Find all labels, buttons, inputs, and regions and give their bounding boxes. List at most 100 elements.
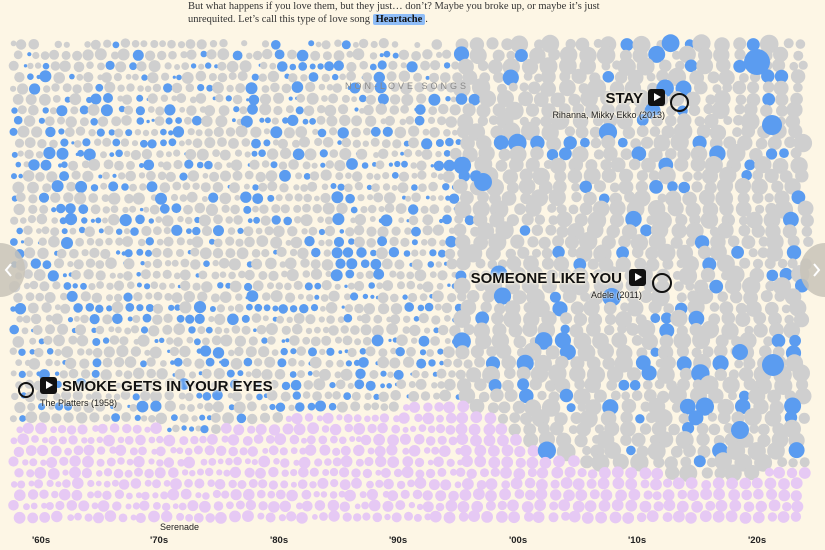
song-bubble: [132, 49, 144, 61]
song-bubble: [592, 269, 605, 282]
song-bubble: [176, 249, 184, 257]
song-bubble: [485, 500, 496, 511]
song-bubble: [408, 137, 419, 149]
prev-button[interactable]: [0, 243, 25, 297]
song-bubble: [702, 346, 714, 358]
song-bubble: [190, 63, 197, 69]
song-bubble: [310, 268, 323, 280]
song-bubble: [447, 293, 457, 303]
song-bubble: [144, 283, 151, 290]
song-bubble: [452, 79, 471, 98]
song-bubble: [221, 204, 230, 213]
song-bubble: [146, 170, 156, 181]
song-bubble: [424, 327, 431, 334]
song-bubble: [647, 442, 666, 461]
song-bubble: [71, 489, 83, 501]
song-bubble: [360, 313, 371, 324]
song-bubble: [636, 114, 649, 126]
song-bubble: [38, 192, 50, 203]
song-bubble: [208, 458, 217, 466]
song-bubble: [636, 57, 655, 76]
song-bubble: [411, 370, 420, 379]
song-bubble: [283, 216, 293, 226]
song-bubble: [466, 468, 477, 479]
song-bubble: [742, 276, 761, 296]
song-bubble: [234, 194, 241, 201]
song-bubble: [138, 446, 147, 456]
song-bubble: [493, 135, 509, 151]
song-marker[interactable]: [18, 382, 34, 398]
song-bubble: [380, 468, 391, 478]
play-button[interactable]: [629, 269, 646, 286]
play-button[interactable]: [40, 377, 57, 394]
song-bubble: [72, 477, 84, 490]
song-bubble: [217, 137, 227, 148]
song-bubble: [85, 303, 95, 312]
song-bubble: [397, 182, 409, 194]
song-bubble: [260, 61, 268, 70]
song-bubble: [767, 136, 782, 151]
song-bubble: [307, 181, 318, 192]
song-bubble: [213, 225, 224, 237]
song-bubble: [584, 376, 601, 394]
song-marker[interactable]: [652, 273, 672, 293]
song-bubble: [244, 269, 255, 281]
song-bubble: [222, 412, 235, 425]
song-bubble: [401, 466, 414, 479]
song-bubble: [80, 291, 91, 302]
song-bubble: [788, 442, 805, 459]
song-bubble: [185, 149, 197, 160]
song-bubble: [176, 93, 187, 104]
song-bubble: [196, 39, 207, 50]
song-bubble: [106, 294, 113, 302]
song-bubble: [38, 117, 46, 124]
song-bubble: [280, 204, 290, 214]
song-bubble: [391, 41, 399, 48]
song-bubble: [519, 82, 529, 92]
song-bubble: [474, 455, 487, 468]
song-bubble: [343, 413, 353, 423]
song-bubble: [137, 238, 146, 247]
song-bubble: [380, 370, 387, 377]
play-button[interactable]: [648, 89, 665, 106]
song-bubble: [263, 380, 271, 388]
song-bubble: [13, 50, 23, 60]
song-bubble: [129, 404, 138, 412]
song-bubble: [192, 381, 200, 389]
song-bubble: [252, 50, 263, 61]
song-bubble: [194, 478, 205, 489]
song-bubble: [573, 258, 587, 271]
song-bubble: [573, 312, 588, 327]
song-bubble: [488, 59, 503, 75]
song-bubble: [45, 324, 55, 335]
song-bubble: [192, 138, 203, 149]
song-bubble: [739, 257, 751, 269]
song-bubble: [221, 435, 229, 443]
song-bubble: [383, 50, 391, 58]
song-bubble: [797, 200, 814, 217]
song-bubble: [97, 500, 110, 512]
song-bubble: [659, 323, 675, 339]
song-bubble: [146, 119, 150, 124]
song-bubble: [431, 39, 443, 50]
next-button[interactable]: [800, 243, 825, 297]
song-bubble: [648, 300, 662, 314]
song-bubble: [122, 206, 129, 214]
song-bubble: [35, 172, 45, 182]
highlight-tag[interactable]: Heartache: [372, 14, 426, 25]
song-bubble: [94, 138, 102, 146]
song-bubble: [794, 387, 812, 405]
song-bubble: [84, 41, 91, 48]
song-marker[interactable]: [670, 93, 689, 112]
song-bubble: [285, 193, 293, 202]
song-bubble: [349, 436, 356, 442]
song-bubble: [256, 324, 267, 335]
song-bubble: [641, 333, 658, 351]
song-bubble: [728, 391, 737, 401]
song-bubble: [32, 51, 40, 60]
song-bubble: [732, 127, 743, 138]
song-bubble: [380, 403, 389, 411]
song-bubble: [263, 128, 270, 135]
song-bubble: [42, 107, 49, 114]
song-bubble: [24, 237, 34, 247]
